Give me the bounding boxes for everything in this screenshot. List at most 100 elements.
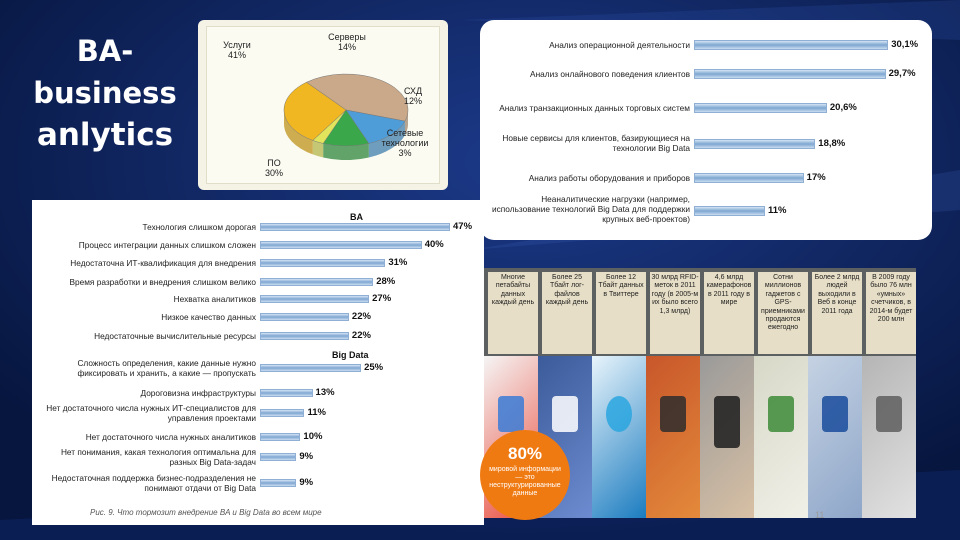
- usage-label-2: Анализ транзакционных данных торговых си…: [499, 103, 690, 113]
- pie-chart: [283, 73, 409, 160]
- ba-value-5: 22%: [351, 311, 371, 322]
- twitter-bird-icon: [592, 356, 646, 518]
- big-data-facts-panel: Многие петабайты данных каждый день Более…: [480, 268, 916, 520]
- unstructured-data-badge: 80% мировой информации — это неструктури…: [480, 430, 570, 520]
- page-number: 11: [815, 510, 825, 520]
- slide-title: BA-business anlytics: [10, 30, 200, 156]
- rfid-tag-icon: [646, 356, 700, 518]
- www-browser-icon: [808, 356, 862, 518]
- camera-phone-icon: [700, 356, 754, 518]
- pie-label-servery: Серверы 14%: [320, 32, 374, 52]
- pie-slice-0: [305, 73, 409, 122]
- slide-title-line1: BA-business: [33, 34, 177, 110]
- bd-value-4: 9%: [299, 451, 314, 462]
- bd-bar-0: [260, 364, 362, 372]
- pie-label-shd-name: СХД: [403, 86, 423, 96]
- usage-bar-5: [694, 206, 765, 216]
- bd-value-0: 25%: [364, 362, 384, 373]
- pie-label-po-name: ПО: [267, 158, 281, 168]
- pie-label-uslugi: Услуги 41%: [212, 40, 262, 60]
- fact-cell-0: Многие петабайты данных каждый день: [488, 272, 538, 354]
- ba-value-0: 47%: [453, 221, 473, 232]
- pie-label-shd: СХД 12%: [396, 86, 430, 106]
- ba-bar-2: [260, 259, 386, 267]
- ba-label-3: Время разработки и внедрения слишком вел…: [69, 277, 256, 287]
- barriers-header-bigdata: Big Data: [332, 350, 369, 360]
- ba-bar-5: [260, 313, 349, 321]
- bd-label-3: Нет достаточного числа нужных аналитиков: [85, 432, 256, 442]
- bd-label-1: Дороговизна инфраструктуры: [140, 388, 256, 398]
- bd-value-3: 10%: [303, 431, 323, 442]
- pie-slice-side-1: [368, 121, 405, 158]
- usage-label-3: Новые сервисы для клиентов, базирующиеся…: [502, 133, 690, 153]
- rfid-tag-icon-shape: [660, 396, 686, 432]
- smart-meter-icon-shape: [876, 396, 902, 432]
- ba-value-3: 28%: [376, 276, 396, 287]
- pie-label-po-pct: 30%: [264, 168, 283, 178]
- ba-bar-4: [260, 295, 370, 303]
- pie-label-network-name: Сетевые технологии: [381, 128, 429, 148]
- bd-bar-3: [260, 433, 301, 441]
- pie-label-po: ПО 30%: [254, 158, 294, 178]
- pie-label-network-pct: 3%: [398, 148, 412, 158]
- usage-bar-chart: Анализ операционной деятельности 30,1% Ана…: [480, 20, 932, 240]
- fact-cell-4: 4,6 млрд камерафонов в 2011 году в мире: [704, 272, 754, 354]
- bd-label-2: Нет достаточного числа нужных ИТ-специал…: [46, 403, 256, 423]
- usage-value-3: 18,8%: [818, 138, 846, 149]
- ba-bar-3: [260, 278, 374, 286]
- usage-label-1: Анализ онлайнового поведения клиентов: [530, 69, 690, 79]
- bd-bar-5: [260, 479, 297, 487]
- www-browser-icon-shape: [822, 396, 848, 432]
- ba-label-0: Технология слишком дорогая: [142, 222, 256, 232]
- fact-cell-6: Более 2 млрд людей выходили в Веб в конц…: [812, 272, 862, 354]
- barriers-caption: Рис. 9. Что тормозит внедрение BA и Big …: [90, 508, 322, 517]
- usage-value-4: 17%: [806, 172, 826, 183]
- bd-value-2: 11%: [307, 407, 326, 418]
- pie-chart-panel: Услуги 41% Серверы 14% СХД 12% Сетевые т…: [198, 20, 448, 190]
- ba-bar-6: [260, 332, 349, 340]
- pie-slice-1: [345, 109, 406, 144]
- fact-cell-3: 30 млрд RFID-меток в 2011 году (в 2005-м…: [650, 272, 700, 354]
- fact-cell-2: Более 12 Тбайт данных в Твиттере: [596, 272, 646, 354]
- ba-value-2: 31%: [388, 257, 408, 268]
- usage-value-5: 11%: [767, 205, 787, 216]
- ba-value-1: 40%: [424, 239, 444, 250]
- bd-bar-4: [260, 453, 297, 461]
- pie-slice-side-3: [312, 140, 324, 158]
- bd-value-1: 13%: [315, 387, 335, 398]
- bd-label-0: Сложность определения, какие данные нужн…: [77, 358, 256, 378]
- camera-phone-icon-shape: [714, 396, 740, 448]
- ba-bar-0: [260, 223, 450, 231]
- smart-meter-icon: [862, 356, 916, 518]
- bd-label-4: Нет понимания, какая технология оптималь…: [60, 447, 256, 467]
- barriers-bar-chart: BA Big Data Технология слишком дорогая 47…: [32, 200, 484, 525]
- pie-slice-side-4: [284, 110, 313, 155]
- pie-label-network: Сетевые технологии 3%: [374, 128, 436, 158]
- pie-label-servery-name: Серверы: [328, 32, 366, 42]
- usage-bar-1: [694, 69, 886, 79]
- ba-value-4: 27%: [372, 293, 392, 304]
- pie-label-uslugi-pct: 41%: [227, 50, 246, 60]
- slide-title-line2: anlytics: [36, 117, 174, 153]
- fact-cell-7: В 2009 году было 76 млн «умных» счетчико…: [866, 272, 916, 354]
- usage-bar-0: [694, 40, 889, 50]
- badge-text: мировой информации — это неструктурирова…: [489, 466, 561, 497]
- ba-label-6: Недостаточные вычислительные ресурсы: [94, 331, 256, 341]
- ba-value-6: 22%: [351, 330, 371, 341]
- ba-label-1: Процесс интеграции данных слишком сложен: [78, 240, 256, 250]
- bd-bar-1: [260, 389, 313, 397]
- ba-label-5: Низкое качество данных: [161, 312, 256, 322]
- ba-label-4: Нехватка аналитиков: [173, 294, 256, 304]
- usage-value-2: 20,6%: [829, 102, 857, 113]
- gps-map-icon: [754, 356, 808, 518]
- badge-percent: 80%: [507, 444, 543, 463]
- ba-label-2: Недостаточна ИТ-квалификация для внедрен…: [70, 258, 256, 268]
- usage-value-0: 30,1%: [891, 39, 919, 50]
- usage-label-0: Анализ операционной деятельности: [549, 40, 690, 50]
- usage-bar-4: [694, 173, 804, 183]
- usage-label-5: Неаналитические нагрузки (например, испо…: [492, 194, 690, 224]
- bd-label-5: Недостаточная поддержка бизнес-подраздел…: [51, 473, 256, 493]
- usage-label-4: Анализ работы оборудования и приборов: [528, 173, 690, 183]
- bd-bar-2: [260, 409, 305, 417]
- pie-slice-side-2: [323, 143, 369, 160]
